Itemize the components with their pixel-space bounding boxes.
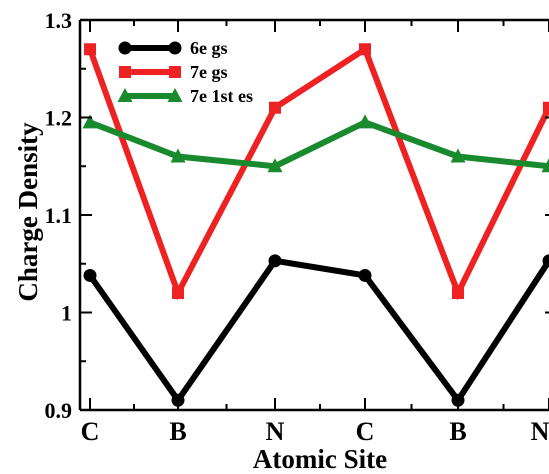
data-point [83,268,97,282]
x-tick-label: C [81,417,100,446]
data-point [170,148,186,163]
axes-layer: 0.9 1 1.1 1.2 1.3 C B N C B N [45,8,549,446]
data-point [542,254,549,268]
legend-marker [118,41,132,55]
y-tick-label: 1.1 [45,203,73,228]
legend-marker [167,88,183,102]
series-layer [82,43,549,407]
legend-label: 7e 1st es [190,86,253,106]
legend: 6e gs 7e gs 7e 1st es [117,38,253,106]
series-3 [82,114,549,173]
legend-marker [117,88,133,102]
series-line [87,44,549,301]
x-tick-label: B [169,417,186,446]
data-point [267,158,283,173]
legend-marker [169,66,181,78]
y-tick-label: 1.2 [45,106,73,131]
data-point [541,158,549,173]
x-tick-label: N [531,417,549,446]
x-tick-label: C [356,417,375,446]
legend-item: 7e gs [119,62,228,82]
data-point [82,114,98,129]
series-2 [84,43,549,301]
y-axis-title: Charge Density [13,122,43,302]
x-axis-title: Atomic Site [253,444,387,474]
data-point [357,114,373,129]
y-tick-label: 0.9 [45,398,73,423]
data-point [543,101,549,114]
legend-label: 6e gs [190,38,228,58]
x-tick-label: N [266,417,285,446]
x-tick-label: B [449,417,466,446]
data-point [450,148,466,163]
data-point [84,43,96,56]
data-point [172,287,184,299]
legend-marker [168,41,182,55]
legend-item: 7e 1st es [117,86,253,106]
data-point [358,268,372,282]
data-point [359,43,371,56]
series-line [88,119,549,170]
y-tick-label: 1.3 [45,8,73,33]
y-tick-label: 1 [61,301,72,326]
legend-label: 7e gs [190,62,228,82]
legend-item: 6e gs [118,38,228,58]
data-point [268,254,282,268]
data-point [269,101,281,114]
series-1 [83,254,549,407]
legend-marker [119,66,131,78]
data-point [452,287,464,299]
series-line [87,257,549,406]
